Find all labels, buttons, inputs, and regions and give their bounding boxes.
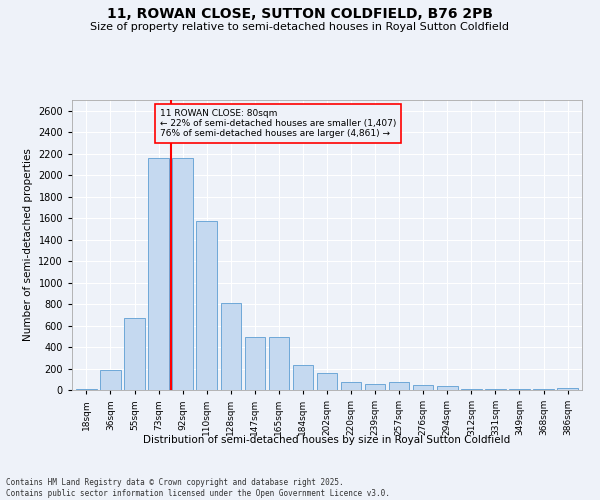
Text: Contains HM Land Registry data © Crown copyright and database right 2025.
Contai: Contains HM Land Registry data © Crown c… — [6, 478, 390, 498]
Bar — [148, 158, 169, 390]
Bar — [437, 386, 458, 390]
Text: 11, ROWAN CLOSE, SUTTON COLDFIELD, B76 2PB: 11, ROWAN CLOSE, SUTTON COLDFIELD, B76 2… — [107, 8, 493, 22]
Bar — [293, 365, 313, 390]
Bar — [557, 388, 578, 390]
Bar — [100, 370, 121, 390]
Text: 11 ROWAN CLOSE: 80sqm
← 22% of semi-detached houses are smaller (1,407)
76% of s: 11 ROWAN CLOSE: 80sqm ← 22% of semi-deta… — [160, 108, 396, 138]
Bar — [341, 382, 361, 390]
Bar — [461, 389, 482, 390]
Bar — [413, 385, 433, 390]
Bar — [76, 389, 97, 390]
Bar — [389, 382, 409, 390]
Y-axis label: Number of semi-detached properties: Number of semi-detached properties — [23, 148, 32, 342]
Bar — [317, 373, 337, 390]
Bar — [124, 318, 145, 390]
Bar — [172, 158, 193, 390]
Bar — [221, 303, 241, 390]
Bar — [245, 338, 265, 390]
Bar — [365, 384, 385, 390]
Bar — [196, 222, 217, 390]
Bar — [509, 389, 530, 390]
Bar — [269, 338, 289, 390]
Text: Size of property relative to semi-detached houses in Royal Sutton Coldfield: Size of property relative to semi-detach… — [91, 22, 509, 32]
Text: Distribution of semi-detached houses by size in Royal Sutton Coldfield: Distribution of semi-detached houses by … — [143, 435, 511, 445]
